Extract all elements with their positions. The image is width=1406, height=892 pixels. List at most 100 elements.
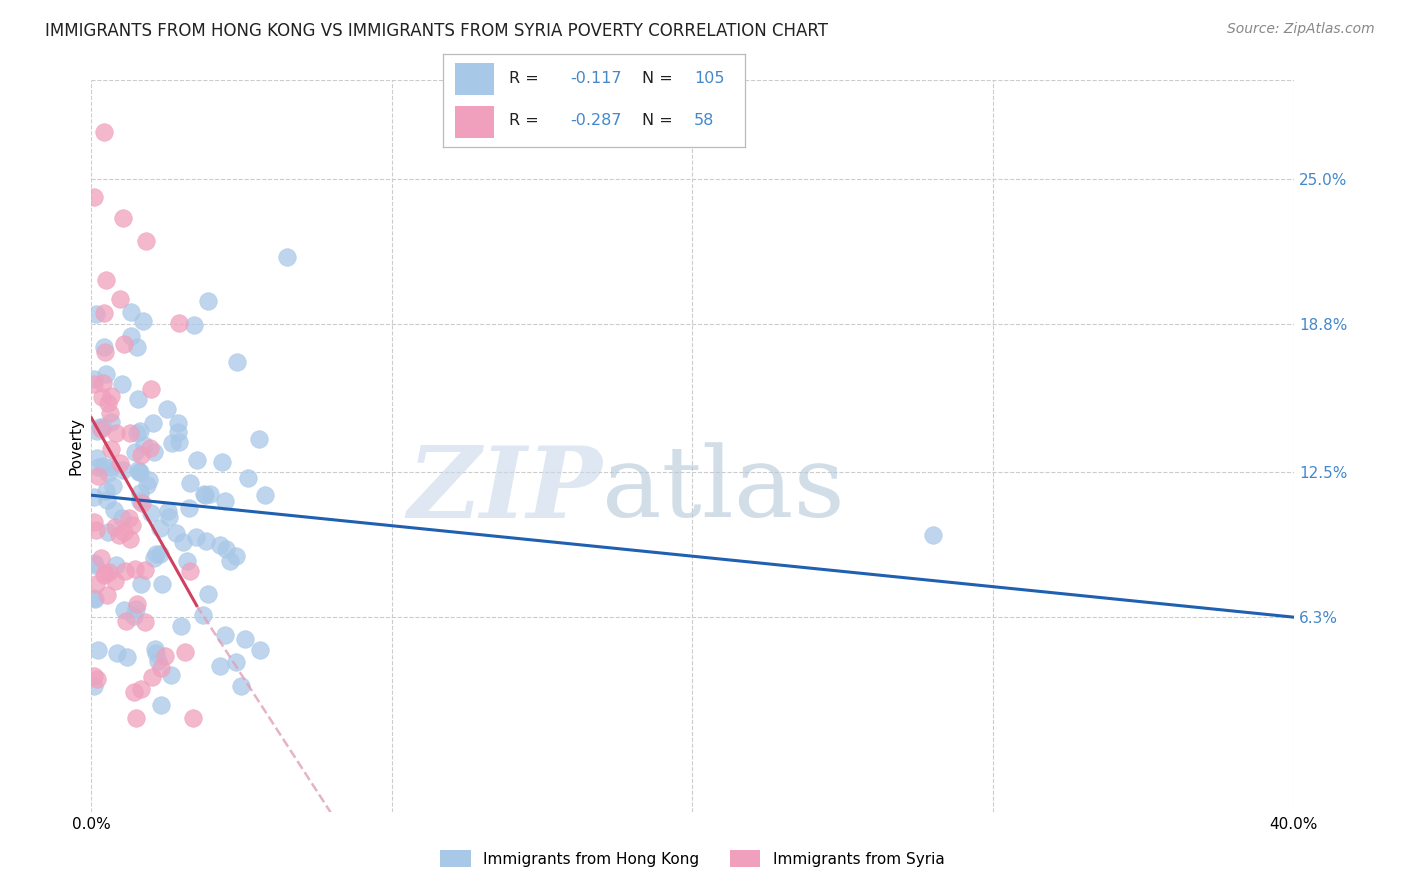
Point <box>157 510 180 524</box>
Point <box>97 466 120 480</box>
Point <box>124 444 146 458</box>
Point <box>142 445 165 459</box>
Point <box>96 588 118 602</box>
Point <box>159 668 181 682</box>
Point <box>84 577 107 591</box>
Point <box>103 503 125 517</box>
Point <box>93 458 115 473</box>
Text: N =: N = <box>643 71 678 87</box>
Point <box>150 577 173 591</box>
Point <box>165 525 187 540</box>
Point <box>131 496 153 510</box>
Point <box>112 603 135 617</box>
Point <box>143 550 166 565</box>
Point <box>195 534 218 549</box>
Point <box>100 460 122 475</box>
Point <box>197 587 219 601</box>
Point <box>96 367 118 381</box>
Point <box>111 510 134 524</box>
Point <box>186 452 208 467</box>
Point <box>183 318 205 332</box>
Point <box>134 563 156 577</box>
Point <box>105 558 128 572</box>
Point <box>100 389 122 403</box>
Point <box>254 488 277 502</box>
Point <box>93 340 115 354</box>
Point <box>139 382 162 396</box>
Point <box>141 506 163 520</box>
Point <box>247 432 270 446</box>
Point <box>134 615 156 630</box>
FancyBboxPatch shape <box>456 106 495 138</box>
Point <box>111 463 134 477</box>
Point <box>97 566 120 580</box>
Point <box>129 494 152 508</box>
Point <box>127 392 149 406</box>
Text: ZIP: ZIP <box>408 442 602 538</box>
Point <box>90 422 112 436</box>
Point <box>172 535 194 549</box>
Point <box>121 518 143 533</box>
Point <box>145 547 167 561</box>
Point <box>83 556 105 570</box>
Text: -0.287: -0.287 <box>569 113 621 128</box>
Point <box>96 492 118 507</box>
Point <box>249 643 271 657</box>
Point <box>143 642 166 657</box>
Point <box>90 550 112 565</box>
Point <box>149 547 172 561</box>
Point <box>922 528 945 542</box>
Point <box>276 250 298 264</box>
Point <box>226 354 249 368</box>
Point <box>115 614 138 628</box>
Point <box>170 619 193 633</box>
Point <box>108 293 131 307</box>
Legend: Immigrants from Hong Kong, Immigrants from Syria: Immigrants from Hong Kong, Immigrants fr… <box>434 844 950 873</box>
Text: 105: 105 <box>693 71 724 87</box>
Point <box>83 377 105 392</box>
Point <box>135 234 157 248</box>
Text: atlas: atlas <box>602 442 845 538</box>
Point <box>225 655 247 669</box>
Point <box>83 591 105 606</box>
Point <box>91 420 114 434</box>
Point <box>90 390 112 404</box>
Point <box>111 377 134 392</box>
Point <box>127 463 149 477</box>
Text: Source: ZipAtlas.com: Source: ZipAtlas.com <box>1227 22 1375 37</box>
Point <box>179 564 201 578</box>
Point <box>118 510 141 524</box>
Point <box>91 376 114 390</box>
Point <box>138 441 160 455</box>
Point <box>194 488 217 502</box>
Point <box>179 475 201 490</box>
Point <box>120 305 142 319</box>
Point <box>100 415 122 429</box>
Point <box>125 711 148 725</box>
Point <box>112 524 135 539</box>
Text: R =: R = <box>509 71 544 87</box>
Point <box>179 500 201 515</box>
Point <box>103 479 125 493</box>
Point <box>214 493 236 508</box>
Point <box>146 654 169 668</box>
Point <box>150 698 173 712</box>
Point <box>111 211 134 225</box>
Point <box>84 523 107 537</box>
Point <box>83 679 105 693</box>
Point <box>105 425 128 440</box>
Point <box>167 425 190 439</box>
Point <box>84 558 107 572</box>
Point <box>208 538 231 552</box>
Point <box>211 455 233 469</box>
Point <box>167 316 190 330</box>
Point <box>84 307 107 321</box>
Point <box>83 515 105 529</box>
Point <box>129 681 152 696</box>
Point <box>166 416 188 430</box>
Point <box>87 468 110 483</box>
Point <box>125 425 148 440</box>
Point <box>108 527 131 541</box>
Point <box>193 486 215 500</box>
Point <box>93 306 115 320</box>
